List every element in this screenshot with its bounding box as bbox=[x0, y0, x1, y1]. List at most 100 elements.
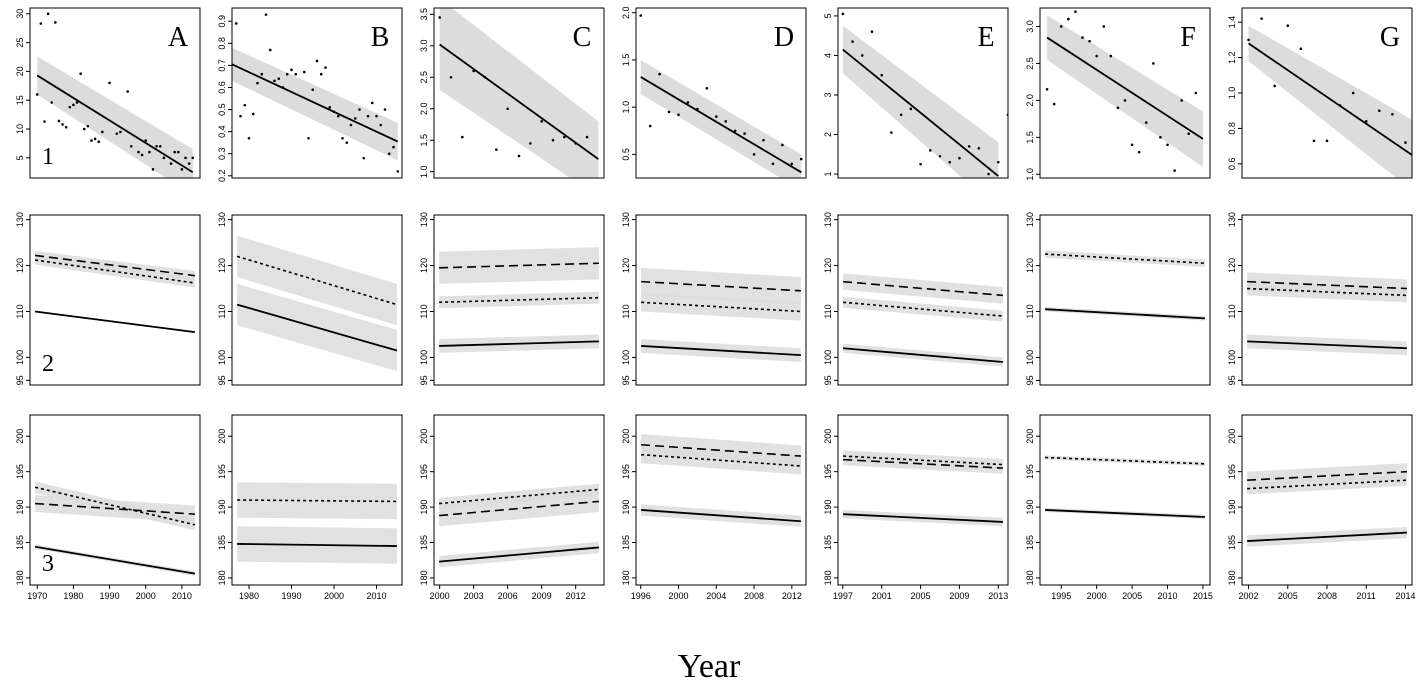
confidence-band-dashed bbox=[843, 273, 1003, 304]
trend-line-dotted bbox=[439, 296, 599, 304]
y-tick-label: 195 bbox=[217, 464, 227, 479]
y-tick-label: 190 bbox=[823, 500, 833, 515]
panel-letter: F bbox=[1180, 22, 1196, 53]
data-point bbox=[1152, 62, 1155, 65]
data-point bbox=[191, 156, 195, 160]
data-point bbox=[938, 154, 942, 158]
data-point bbox=[1273, 84, 1276, 88]
y-tick-label: 100 bbox=[621, 350, 631, 365]
y-tick-label: 30 bbox=[15, 9, 25, 19]
y-tick-label: 4 bbox=[823, 53, 833, 58]
confidence-band bbox=[842, 25, 999, 178]
y-tick-label: 0.5 bbox=[621, 148, 631, 161]
plot-area bbox=[1247, 272, 1407, 356]
data-point bbox=[79, 72, 82, 75]
data-point bbox=[714, 115, 718, 118]
y-tick-label: 190 bbox=[1227, 500, 1237, 515]
x-tick-label: 1997 bbox=[833, 591, 853, 601]
data-point bbox=[392, 145, 395, 149]
data-point bbox=[151, 168, 155, 171]
data-point bbox=[1102, 25, 1106, 28]
x-tick-label: 2000 bbox=[324, 591, 344, 601]
data-point bbox=[1116, 106, 1120, 110]
panel-frame bbox=[1241, 214, 1413, 386]
x-tick-label: 1990 bbox=[281, 591, 301, 601]
panel-grid: 51015202530A10.20.30.40.50.60.70.80.9B1.… bbox=[15, 6, 1415, 601]
y-tick-label: 0.8 bbox=[1227, 122, 1237, 135]
panel-d-1: 0.5 1.0 1.5 2.0 D bbox=[621, 6, 807, 179]
panel-f-1: 1.0 1.5 2.0 2.5 3.0 F bbox=[1025, 7, 1211, 181]
data-point bbox=[328, 106, 332, 109]
data-point bbox=[336, 114, 340, 118]
data-point bbox=[1378, 109, 1381, 113]
y-tick-label: 1.5 bbox=[419, 134, 429, 147]
data-point bbox=[909, 107, 913, 111]
data-point bbox=[43, 120, 46, 123]
x-tick-label: 2009 bbox=[949, 591, 969, 601]
trend-line-dotted bbox=[843, 455, 1003, 466]
plot-area bbox=[439, 247, 599, 353]
y-tick-label: 100 bbox=[419, 350, 429, 365]
data-point bbox=[1391, 112, 1394, 116]
x-tick-label: 2005 bbox=[911, 591, 931, 601]
data-point bbox=[46, 12, 50, 16]
y-tick-label: 130 bbox=[15, 212, 25, 227]
data-point bbox=[39, 22, 43, 25]
x-tick-label: 1996 bbox=[631, 591, 651, 601]
data-point bbox=[919, 162, 922, 166]
data-point bbox=[90, 139, 93, 142]
trend-line-dotted bbox=[1247, 287, 1407, 297]
data-point bbox=[1312, 139, 1316, 143]
y-tick-label: 120 bbox=[15, 258, 25, 273]
y-tick-label: 1.5 bbox=[1025, 131, 1035, 144]
plot-area bbox=[1247, 17, 1412, 178]
data-point bbox=[851, 40, 854, 43]
y-tick-label: 120 bbox=[823, 258, 833, 273]
trend-line-dotted bbox=[843, 301, 1003, 317]
y-tick-label: 200 bbox=[1227, 429, 1237, 444]
trend-line-dotted bbox=[641, 453, 801, 467]
data-point bbox=[551, 138, 555, 142]
data-point bbox=[1123, 99, 1127, 102]
x-tick-label: 2000 bbox=[430, 591, 450, 601]
panel-f-2: 95 100 110 120 130 bbox=[1025, 212, 1211, 386]
y-tick-label: 3 bbox=[823, 92, 833, 97]
y-tick-label: 200 bbox=[621, 429, 631, 444]
y-tick-label: 1.0 bbox=[419, 165, 429, 178]
y-tick-label: 130 bbox=[1025, 212, 1035, 227]
data-point bbox=[72, 103, 75, 107]
y-tick-label: 10 bbox=[15, 124, 25, 134]
data-point bbox=[438, 16, 441, 19]
data-point bbox=[860, 54, 864, 57]
data-point bbox=[705, 86, 709, 90]
data-point bbox=[1045, 88, 1049, 91]
data-point bbox=[101, 130, 104, 134]
data-point bbox=[251, 112, 255, 116]
trend-line-solid bbox=[1045, 308, 1205, 320]
data-point bbox=[752, 153, 756, 156]
trend-line-solid bbox=[1045, 509, 1205, 518]
confidence-band bbox=[1248, 25, 1412, 178]
y-tick-label: 195 bbox=[419, 464, 429, 479]
panel-letter: C bbox=[573, 22, 592, 53]
y-tick-label: 3.0 bbox=[419, 40, 429, 53]
data-point bbox=[1260, 17, 1263, 20]
y-tick-label: 100 bbox=[217, 350, 227, 365]
data-point bbox=[1144, 121, 1148, 124]
data-point bbox=[495, 148, 498, 151]
panel-frame bbox=[231, 214, 403, 386]
y-tick-label: 180 bbox=[823, 570, 833, 585]
data-point bbox=[1364, 120, 1368, 123]
y-tick-label: 180 bbox=[15, 570, 25, 585]
panel-e-3: 180 185 190 195 200 1997 2001 2005 2009 2013 bbox=[823, 414, 1009, 601]
data-point bbox=[137, 150, 140, 154]
data-point bbox=[260, 72, 264, 76]
data-point bbox=[648, 124, 652, 128]
confidence-band-dotted bbox=[237, 235, 397, 326]
panel-d-3: 180 185 190 195 200 1996 2000 2004 2008 2012 bbox=[621, 414, 807, 601]
data-point bbox=[1074, 10, 1077, 13]
data-point bbox=[967, 145, 971, 148]
trend-line-solid bbox=[641, 345, 801, 357]
data-point bbox=[1109, 54, 1113, 58]
y-tick-label: 195 bbox=[823, 464, 833, 479]
